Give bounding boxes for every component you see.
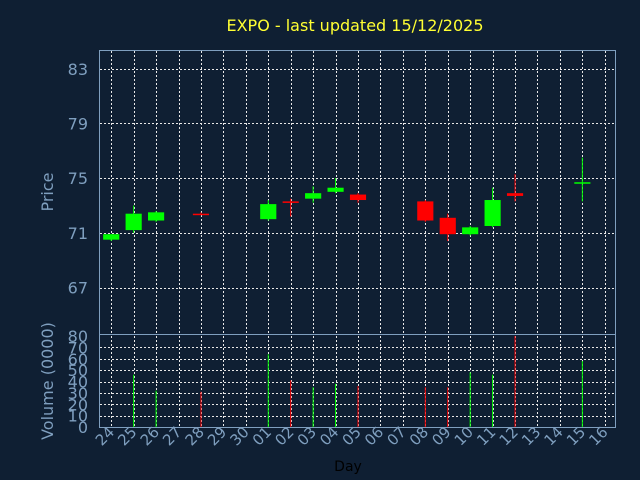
candle-body <box>305 193 322 199</box>
volume-tick-label: 20 <box>68 395 88 414</box>
price-tick-label: 67 <box>68 279 88 298</box>
candle-body <box>439 217 456 235</box>
candle-body <box>349 194 367 201</box>
x-axis-label: Day <box>334 459 362 475</box>
price-axis-label: Price <box>38 172 57 211</box>
candles <box>103 157 591 242</box>
candle-body <box>484 200 501 226</box>
candle-body <box>282 201 299 203</box>
candle-body <box>260 204 277 220</box>
volume-tick-label: 70 <box>68 338 88 357</box>
volume-bars <box>133 336 583 427</box>
volume-tick-label: 40 <box>68 373 88 392</box>
candle-body <box>103 234 120 240</box>
volume-tick-label: 10 <box>68 407 88 426</box>
volume-tick-label: 30 <box>68 384 88 403</box>
price-grid <box>100 51 616 334</box>
volume-tick-label: 60 <box>68 350 88 369</box>
candle-body <box>462 227 479 235</box>
candle-body <box>417 201 434 221</box>
volume-axis-label: Volume (0000) <box>38 322 57 440</box>
volume-tick-label: 50 <box>68 361 88 380</box>
price-tick-label: 83 <box>68 60 88 79</box>
chart-title: EXPO - last updated 15/12/2025 <box>226 16 483 35</box>
candle-body <box>506 193 524 196</box>
candle-body <box>192 213 210 216</box>
candle-body <box>574 182 591 184</box>
price-tick-label: 79 <box>68 114 88 133</box>
candle-body <box>148 212 165 221</box>
price-tick-label: 75 <box>68 169 88 188</box>
price-panel-frame <box>99 50 616 335</box>
volume-panel-frame <box>99 334 616 428</box>
price-tick-label: 71 <box>68 224 88 243</box>
volume-tick-label: 80 <box>68 327 88 346</box>
volume-tick-label: 0 <box>78 418 88 437</box>
price-tick-labels: 67 71 75 79 83 <box>68 60 88 298</box>
candle-body <box>125 213 142 231</box>
candle-body <box>327 187 344 192</box>
